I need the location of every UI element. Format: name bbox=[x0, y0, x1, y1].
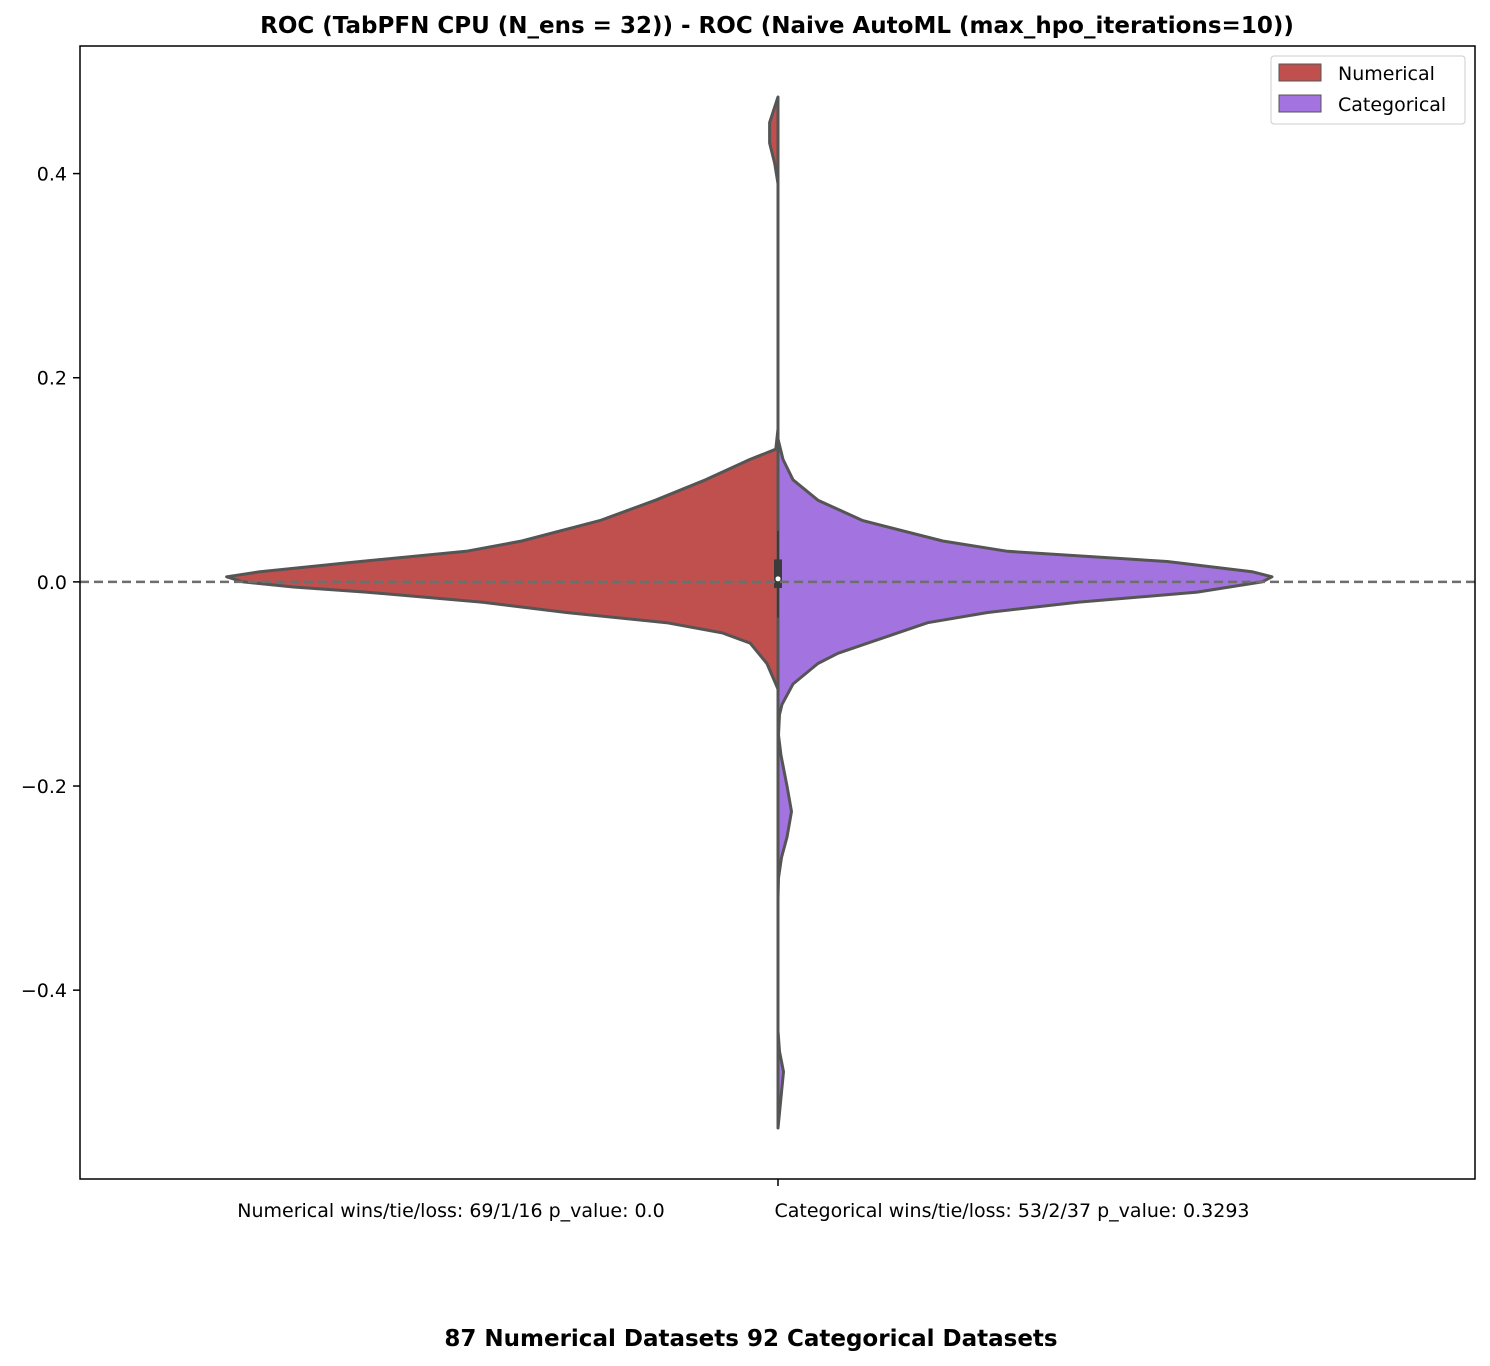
x-tick-label-numerical: Numerical wins/tie/loss: 69/1/16 p_value… bbox=[237, 1200, 664, 1222]
y-tick-label: 0.2 bbox=[37, 368, 67, 390]
plot-area: 0.4 0.2 0.0 −0.2 −0.4 Numerical wins/tie/los… bbox=[21, 45, 1476, 1222]
legend-swatch-numerical bbox=[1278, 63, 1322, 82]
x-tick-label-categorical: Categorical wins/tie/loss: 53/2/37 p_val… bbox=[774, 1200, 1249, 1222]
y-axis: 0.4 0.2 0.0 −0.2 −0.4 bbox=[21, 164, 80, 1002]
legend-swatch-categorical bbox=[1278, 94, 1322, 113]
y-tick-label: 0.0 bbox=[37, 572, 67, 594]
y-tick-label: 0.4 bbox=[37, 164, 67, 186]
y-tick-label: −0.2 bbox=[21, 776, 67, 798]
median-marker bbox=[775, 576, 781, 582]
y-tick-label: −0.4 bbox=[21, 980, 67, 1002]
x-axis-label: 87 Numerical Datasets 92 Categorical Dat… bbox=[444, 1326, 1057, 1352]
iqr-box bbox=[774, 559, 782, 589]
legend: Numerical Categorical bbox=[1270, 55, 1466, 125]
legend-label-numerical: Numerical bbox=[1338, 63, 1435, 85]
legend-label-categorical: Categorical bbox=[1338, 94, 1446, 116]
violin-numerical bbox=[225, 95, 780, 691]
chart-title: ROC (TabPFN CPU (N_ens = 32)) - ROC (Nai… bbox=[260, 13, 1294, 39]
violin-categorical bbox=[776, 437, 1274, 1130]
x-axis: Numerical wins/tie/loss: 69/1/16 p_value… bbox=[237, 1179, 1250, 1222]
violins bbox=[225, 95, 1274, 1130]
inner-box bbox=[774, 530, 782, 618]
